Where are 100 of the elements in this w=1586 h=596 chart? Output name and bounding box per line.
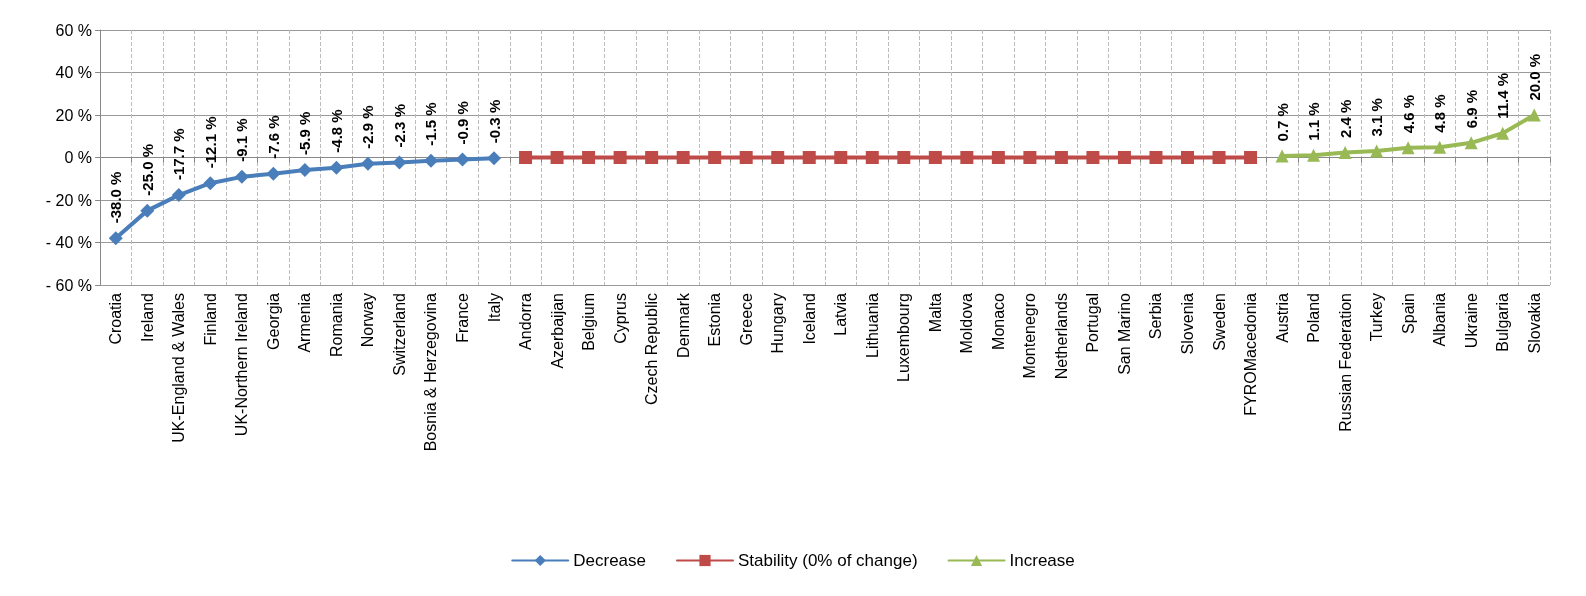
data-label: 3.1 % (1368, 98, 1386, 137)
x-tick-label: Russian Federation (1336, 293, 1354, 432)
data-label: 4.8 % (1431, 94, 1449, 133)
point (1181, 151, 1194, 164)
data-label: -0.3 % (485, 99, 503, 144)
point (360, 156, 375, 171)
y-tick-label: - 20 % (45, 191, 92, 209)
point (519, 151, 533, 164)
x-tick-label: Slovakia (1525, 292, 1543, 354)
data-label: -38.0 % (107, 171, 125, 224)
point (582, 151, 596, 164)
x-tick-label: FYROMacedonia (1242, 292, 1260, 416)
legend-label: Increase (1009, 551, 1075, 570)
x-tick-label: Hungary (769, 293, 787, 354)
point (771, 151, 785, 164)
data-label: 2.4 % (1336, 99, 1354, 138)
point (897, 151, 911, 164)
x-tick-label: Malta (926, 292, 944, 333)
data-label: 20.0 % (1525, 53, 1543, 101)
x-tick-label: Norway (359, 293, 377, 348)
x-tick-label: Bosnia & Herzegovina (422, 292, 440, 452)
x-tick-label: Greece (737, 292, 755, 346)
point (329, 160, 344, 175)
x-tick-label: Ukraine (1462, 292, 1480, 349)
point (108, 231, 123, 246)
x-tick-label: Finland (201, 293, 219, 346)
point (140, 203, 155, 218)
point (1054, 151, 1068, 164)
point (1149, 151, 1163, 164)
legend-label: Decrease (573, 551, 647, 570)
point (1338, 145, 1352, 159)
x-tick-label: Belgium (580, 293, 598, 351)
point (1433, 140, 1447, 154)
x-tick-label: Latvia (832, 292, 850, 336)
point (550, 151, 564, 164)
point (1023, 151, 1037, 164)
x-tick-label: Italy (485, 293, 503, 323)
data-label: 0.7 % (1273, 103, 1291, 142)
point (1117, 151, 1131, 164)
point (613, 151, 627, 164)
data-label: -4.8 % (327, 109, 345, 153)
y-tick-label: 40 % (55, 64, 92, 81)
x-tick-label: Turkey (1368, 293, 1386, 342)
data-label: 4.6 % (1399, 94, 1417, 134)
y-tick-label: 0 % (64, 149, 92, 166)
point (1212, 151, 1226, 164)
x-tick-label: Montenegro (1021, 292, 1039, 379)
x-tick-label: Serbia (1147, 292, 1165, 340)
x-tick-label: Sweden (1210, 293, 1228, 351)
x-tick-label: Estonia (706, 292, 724, 347)
point (960, 151, 974, 164)
x-tick-label: Spain (1399, 293, 1417, 334)
x-tick-label: UK-England & Wales (170, 293, 188, 443)
point (234, 169, 249, 184)
data-label: -1.5 % (422, 102, 440, 146)
data-label: 6.9 % (1462, 89, 1480, 129)
x-tick-label: Croatia (107, 292, 125, 345)
x-tick-label: Switzerland (390, 293, 408, 376)
y-tick-label: - 40 % (45, 234, 92, 251)
x-tick-label: Poland (1305, 293, 1323, 343)
data-label: 11.4 % (1494, 72, 1512, 119)
x-tick-label: UK-Northern Ireland (233, 293, 251, 437)
data-label: -7.6 % (264, 115, 282, 159)
data-label: -25.0 % (138, 143, 156, 196)
point (739, 151, 753, 164)
x-tick-label: Andorra (517, 292, 535, 350)
point (928, 151, 942, 164)
x-tick-label: Romania (327, 292, 345, 358)
point (266, 166, 281, 181)
data-label: -2.3 % (390, 104, 408, 148)
point (708, 151, 722, 164)
point (1086, 151, 1100, 164)
point (1244, 151, 1258, 164)
x-tick-label: Iceland (800, 293, 818, 345)
data-label: -12.1 % (201, 116, 219, 169)
data-label: -0.9 % (454, 101, 471, 145)
point (1401, 141, 1415, 155)
x-tick-label: Moldova (958, 292, 976, 354)
point (392, 155, 407, 170)
point (171, 188, 186, 203)
point (676, 151, 690, 164)
point (645, 151, 659, 164)
x-tick-label: Albania (1431, 292, 1449, 347)
point (203, 176, 218, 191)
data-label: -9.1 % (233, 118, 251, 162)
y-tick-label: - 60 % (45, 276, 92, 294)
point (1307, 148, 1321, 162)
x-tick-label: France (454, 292, 471, 343)
x-tick-label: Slovenia (1179, 292, 1196, 355)
x-tick-label: Cyprus (611, 293, 629, 344)
x-tick-label: Armenia (296, 292, 314, 353)
data-label: -2.9 % (359, 105, 377, 149)
point (1496, 126, 1510, 140)
x-tick-label: Ireland (138, 293, 156, 342)
x-tick-label: Portugal (1084, 293, 1102, 353)
x-tick-label: Bulgaria (1494, 292, 1512, 352)
x-tick-label: Austria (1273, 292, 1291, 343)
x-tick-label: Luxembourg (895, 293, 913, 382)
point (991, 151, 1005, 164)
legend-label: Stability (0% of change) (738, 551, 918, 570)
